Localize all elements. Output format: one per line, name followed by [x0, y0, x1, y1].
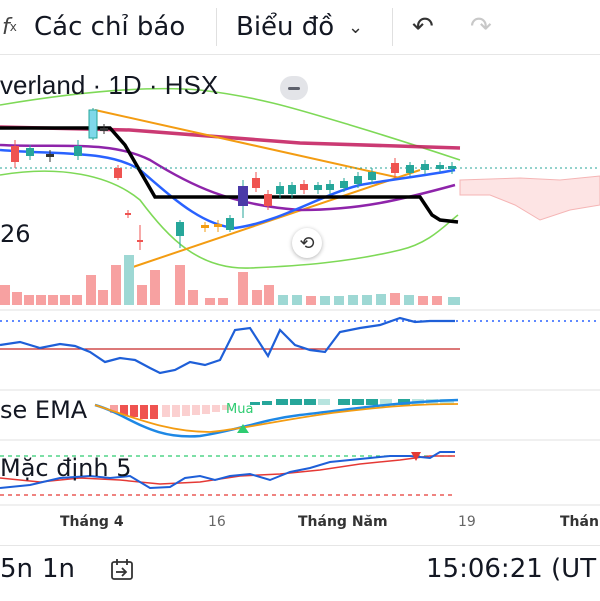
- candle: [226, 218, 234, 230]
- time-tick: Thán: [560, 514, 599, 530]
- toolbar-divider: [392, 8, 393, 46]
- candle: [214, 224, 222, 227]
- buy-signal-label: Mua: [226, 402, 254, 417]
- indicator-value-label: 26: [0, 220, 31, 248]
- candle: [340, 181, 348, 188]
- candle: [406, 165, 414, 173]
- time-axis[interactable]: Tháng 4 16 Tháng Năm 19 Thán: [0, 508, 600, 538]
- candle: [300, 184, 308, 190]
- candle: [125, 213, 131, 215]
- candle: [391, 163, 399, 173]
- minus-icon: [288, 86, 300, 90]
- ema-histogram: [110, 399, 454, 419]
- bollinger-upper: [0, 87, 461, 161]
- macd-indicator-label[interactable]: Mặc định 5: [0, 454, 132, 482]
- buy-signal-marker: [237, 424, 249, 433]
- ma-blue: [0, 148, 456, 230]
- chart-type-button[interactable]: Biểu đồ: [236, 12, 335, 42]
- candle: [448, 166, 456, 169]
- reset-icon: ⟲: [299, 232, 315, 254]
- candle: [11, 146, 19, 162]
- candle: [368, 172, 376, 180]
- kijun-line: [0, 126, 459, 224]
- time-tick: 19: [458, 514, 476, 530]
- indicators-button[interactable]: Các chỉ báo: [34, 12, 186, 42]
- cloud-area: [459, 175, 600, 221]
- candle: [288, 185, 296, 194]
- candle: [176, 222, 184, 236]
- candle: [114, 168, 122, 178]
- undo-icon[interactable]: ↶: [412, 12, 434, 42]
- macd-line-blue: [0, 451, 455, 490]
- bottom-toolbar: 5n 1n 15:06:21 (UT: [0, 545, 600, 601]
- volume-bars: [0, 255, 460, 305]
- candle: [276, 186, 284, 194]
- candle: [137, 240, 143, 242]
- candle: [238, 186, 248, 206]
- candle: [252, 178, 260, 188]
- candle: [26, 148, 34, 156]
- rsi-line: [0, 316, 455, 375]
- candle: [421, 164, 429, 170]
- bollinger-lower: [0, 170, 459, 269]
- candle: [46, 154, 54, 157]
- candle: [436, 165, 444, 169]
- candle: [100, 128, 108, 131]
- go-to-date-icon[interactable]: [110, 558, 136, 582]
- time-tick: Tháng 4: [60, 514, 124, 530]
- time-tick: 16: [208, 514, 226, 530]
- ma-purple: [0, 143, 456, 212]
- candle: [74, 146, 82, 156]
- redo-icon[interactable]: ↷: [470, 12, 492, 42]
- candle: [326, 184, 334, 190]
- candle: [201, 225, 209, 228]
- ema-indicator-label[interactable]: se EMA: [0, 396, 88, 424]
- downtrend-line: [94, 109, 401, 179]
- interval-5m-button[interactable]: 5n: [0, 554, 34, 584]
- chevron-down-icon[interactable]: ⌄: [348, 16, 364, 38]
- clock-display[interactable]: 15:06:21 (UT: [426, 554, 597, 584]
- interval-1m-button[interactable]: 1n: [42, 554, 76, 584]
- symbol-legend[interactable]: verland · 1D · HSX: [0, 70, 219, 100]
- candle: [354, 176, 362, 184]
- reset-chart-button[interactable]: ⟲: [292, 228, 322, 258]
- sell-signal-marker: [411, 452, 421, 461]
- candle: [264, 194, 272, 206]
- ema-line-orange: [94, 403, 459, 433]
- ema-line-blue: [94, 398, 459, 438]
- collapse-legend-button[interactable]: [280, 76, 308, 100]
- toolbar-divider: [216, 8, 217, 46]
- candle: [314, 185, 322, 190]
- candle: [88, 109, 98, 139]
- candles: [11, 108, 456, 250]
- time-tick: Tháng Năm: [298, 514, 388, 530]
- price-chart[interactable]: [0, 54, 600, 509]
